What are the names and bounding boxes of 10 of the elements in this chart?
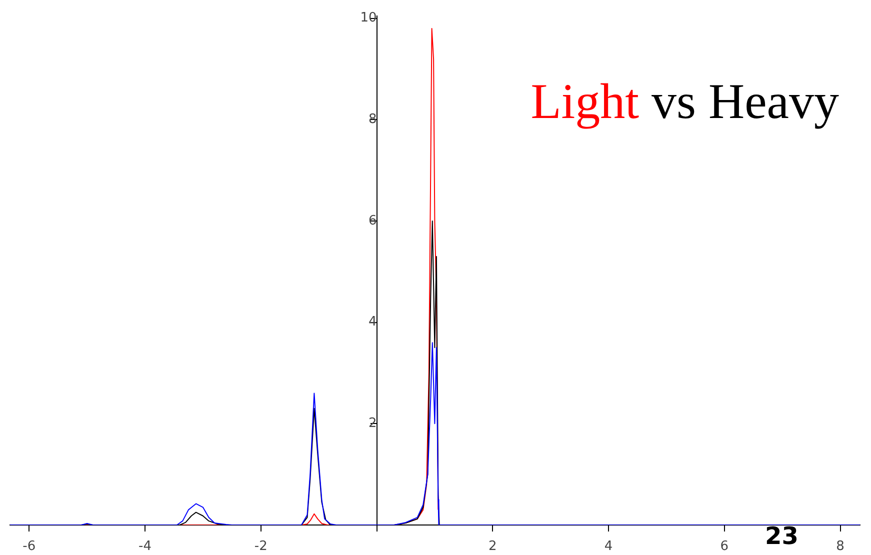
x-tick-label: 4 <box>604 539 613 554</box>
x-tick-label: 6 <box>720 539 729 554</box>
text: Light vs Heavy <box>530 73 839 129</box>
x-tick-label: 8 <box>836 539 844 554</box>
y-tick-label: 10 <box>360 10 377 26</box>
annotation: 23 <box>765 522 798 550</box>
x-tick-label: -4 <box>138 539 152 554</box>
x-tick-label: -6 <box>22 539 36 554</box>
x-tick-label: 2 <box>488 539 497 554</box>
x-tick-label: -2 <box>254 539 268 554</box>
